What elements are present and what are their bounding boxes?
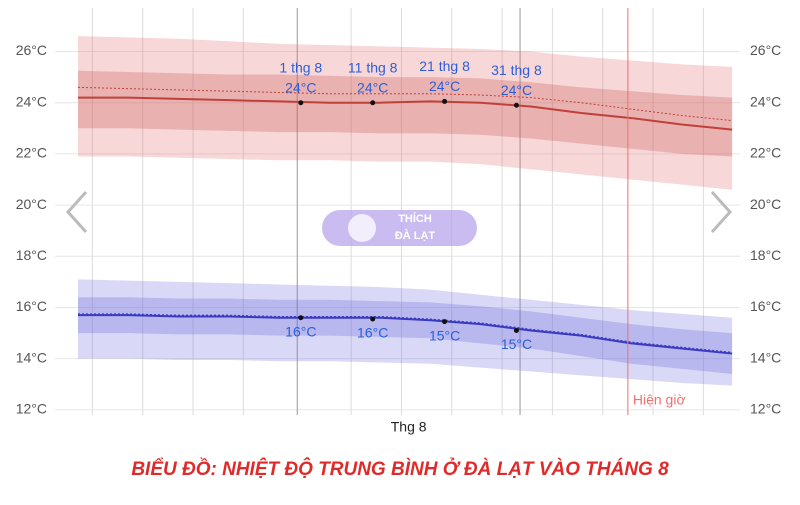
series-line: [78, 96, 733, 131]
y-tick-label: 20°C: [16, 196, 47, 212]
marker-date: 31 thg 8: [491, 62, 542, 78]
y-tick-label-right: 18°C: [750, 247, 781, 263]
chart-title: BIỂU ĐỒ: NHIỆT ĐỘ TRUNG BÌNH Ở ĐÀ LẠT VÀ…: [131, 458, 669, 480]
y-tick-label: 18°C: [16, 247, 47, 263]
high-marker: [298, 100, 304, 106]
series-line: [78, 313, 733, 353]
x-axis-label: Thg 8: [391, 419, 427, 435]
watermark-icon: [348, 214, 376, 242]
now-label: Hiện giờ: [633, 392, 686, 408]
nav-left: [65, 190, 88, 234]
marker-high-label: 24°C: [501, 82, 532, 98]
nav-right: [710, 190, 733, 234]
low-marker: [513, 328, 519, 334]
high-marker: [370, 100, 376, 106]
high-marker: [513, 102, 519, 108]
marker-low-label: 16°C: [357, 325, 388, 341]
marker-date: 21 thg 8: [419, 58, 470, 74]
y-tick-label-right: 16°C: [750, 298, 781, 314]
watermark-text: THÍCH: [398, 212, 432, 225]
y-tick-label-right: 22°C: [750, 145, 781, 161]
y-tick-label: 14°C: [16, 349, 47, 365]
y-tick-label: 22°C: [16, 145, 47, 161]
y-tick-label: 24°C: [16, 93, 47, 109]
y-tick-label: 26°C: [16, 42, 47, 58]
y-tick-label-right: 26°C: [750, 42, 781, 58]
marker-date: 1 thg 8: [279, 59, 322, 75]
band: [78, 279, 733, 386]
marker-low-label: 15°C: [501, 336, 532, 352]
high-marker: [442, 98, 448, 104]
band: [78, 36, 733, 190]
low-marker: [442, 319, 448, 325]
marker-high-label: 24°C: [357, 79, 388, 95]
marker-low-label: 16°C: [285, 323, 316, 339]
band: [78, 70, 733, 157]
watermark-text: ĐÀ LẠT: [395, 229, 436, 242]
marker-high-label: 24°C: [429, 78, 460, 94]
low-marker: [298, 315, 304, 321]
y-tick-label-right: 24°C: [750, 93, 781, 109]
series-line: [77, 86, 733, 122]
y-tick-label: 16°C: [16, 298, 47, 314]
y-tick-label-right: 20°C: [750, 196, 781, 212]
marker-low-label: 15°C: [429, 327, 460, 343]
marker-high-label: 24°C: [285, 79, 316, 95]
y-tick-label-right: 14°C: [750, 349, 781, 365]
y-tick-label-right: 12°C: [750, 401, 781, 417]
series-line: [78, 314, 733, 355]
y-tick-label: 12°C: [16, 401, 47, 417]
marker-date: 11 thg 8: [348, 59, 398, 75]
low-marker: [370, 316, 376, 322]
